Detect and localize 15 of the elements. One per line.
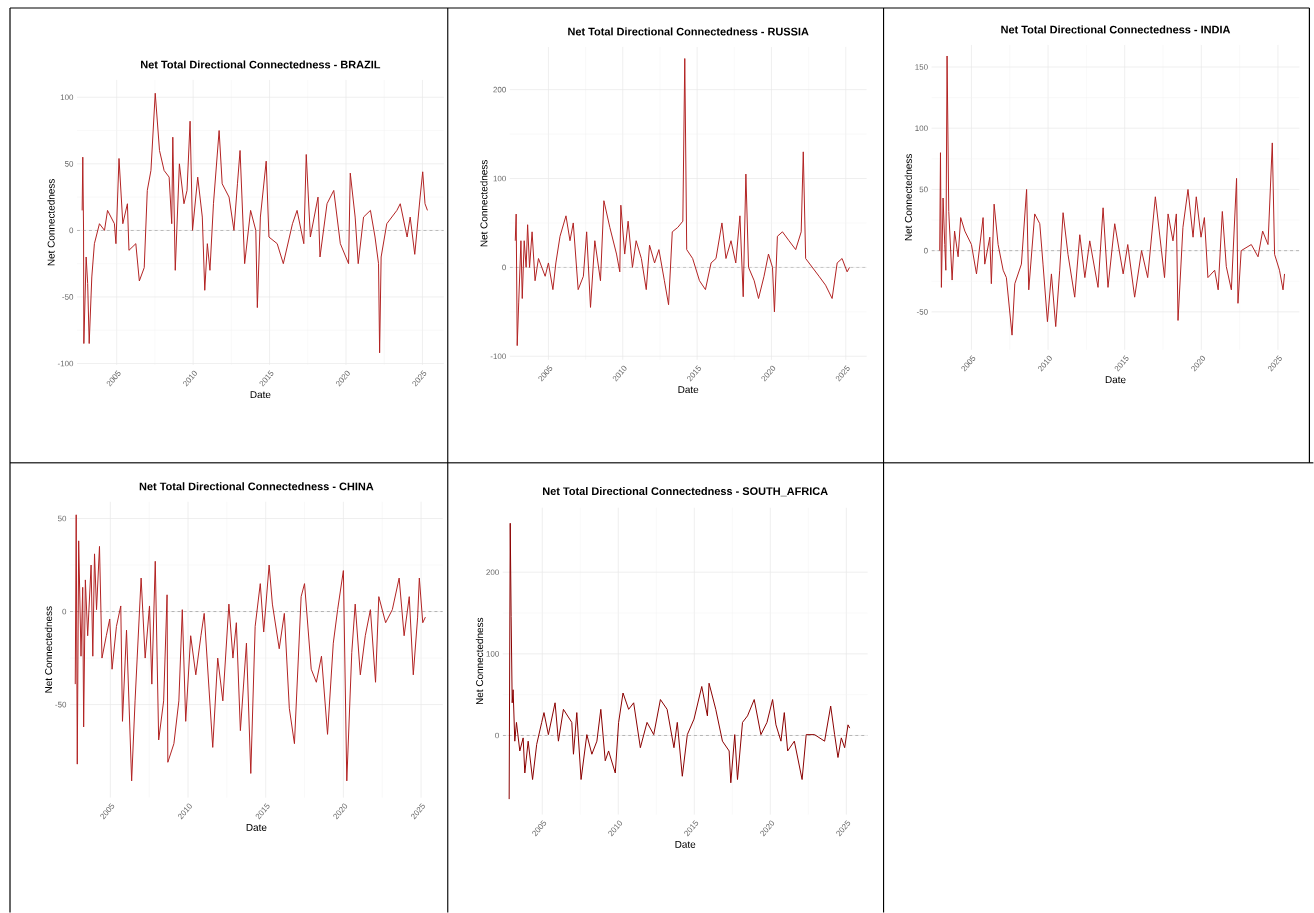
chart-title: Net Total Directional Connectedness - RUSSIA	[568, 27, 809, 36]
x-axis-title: Date	[678, 386, 699, 394]
chart-title: Net Total Directional Connectedness - BRAZIL	[141, 60, 381, 69]
y-axis-title: Net Connectedness	[480, 159, 488, 247]
chart-title: Net Total Directional Connectedness - INDIA	[1001, 25, 1231, 34]
y-axis-title: Net Connectedness	[47, 178, 55, 266]
y-axis-title: Net Connectedness	[904, 153, 912, 241]
x-axis-title: Date	[675, 840, 696, 848]
x-axis-title: Date	[246, 823, 267, 831]
x-axis-title: Date	[1105, 376, 1126, 384]
y-axis-title: Net Connectedness	[44, 606, 53, 693]
x-axis-title: Date	[250, 391, 271, 399]
y-axis-title: Net Connectedness	[475, 617, 484, 705]
chart-title: Net Total Directional Connectedness - SOUTH_AFRICA	[543, 486, 828, 497]
chart-title: Net Total Directional Connectedness - CHINA	[139, 482, 374, 491]
